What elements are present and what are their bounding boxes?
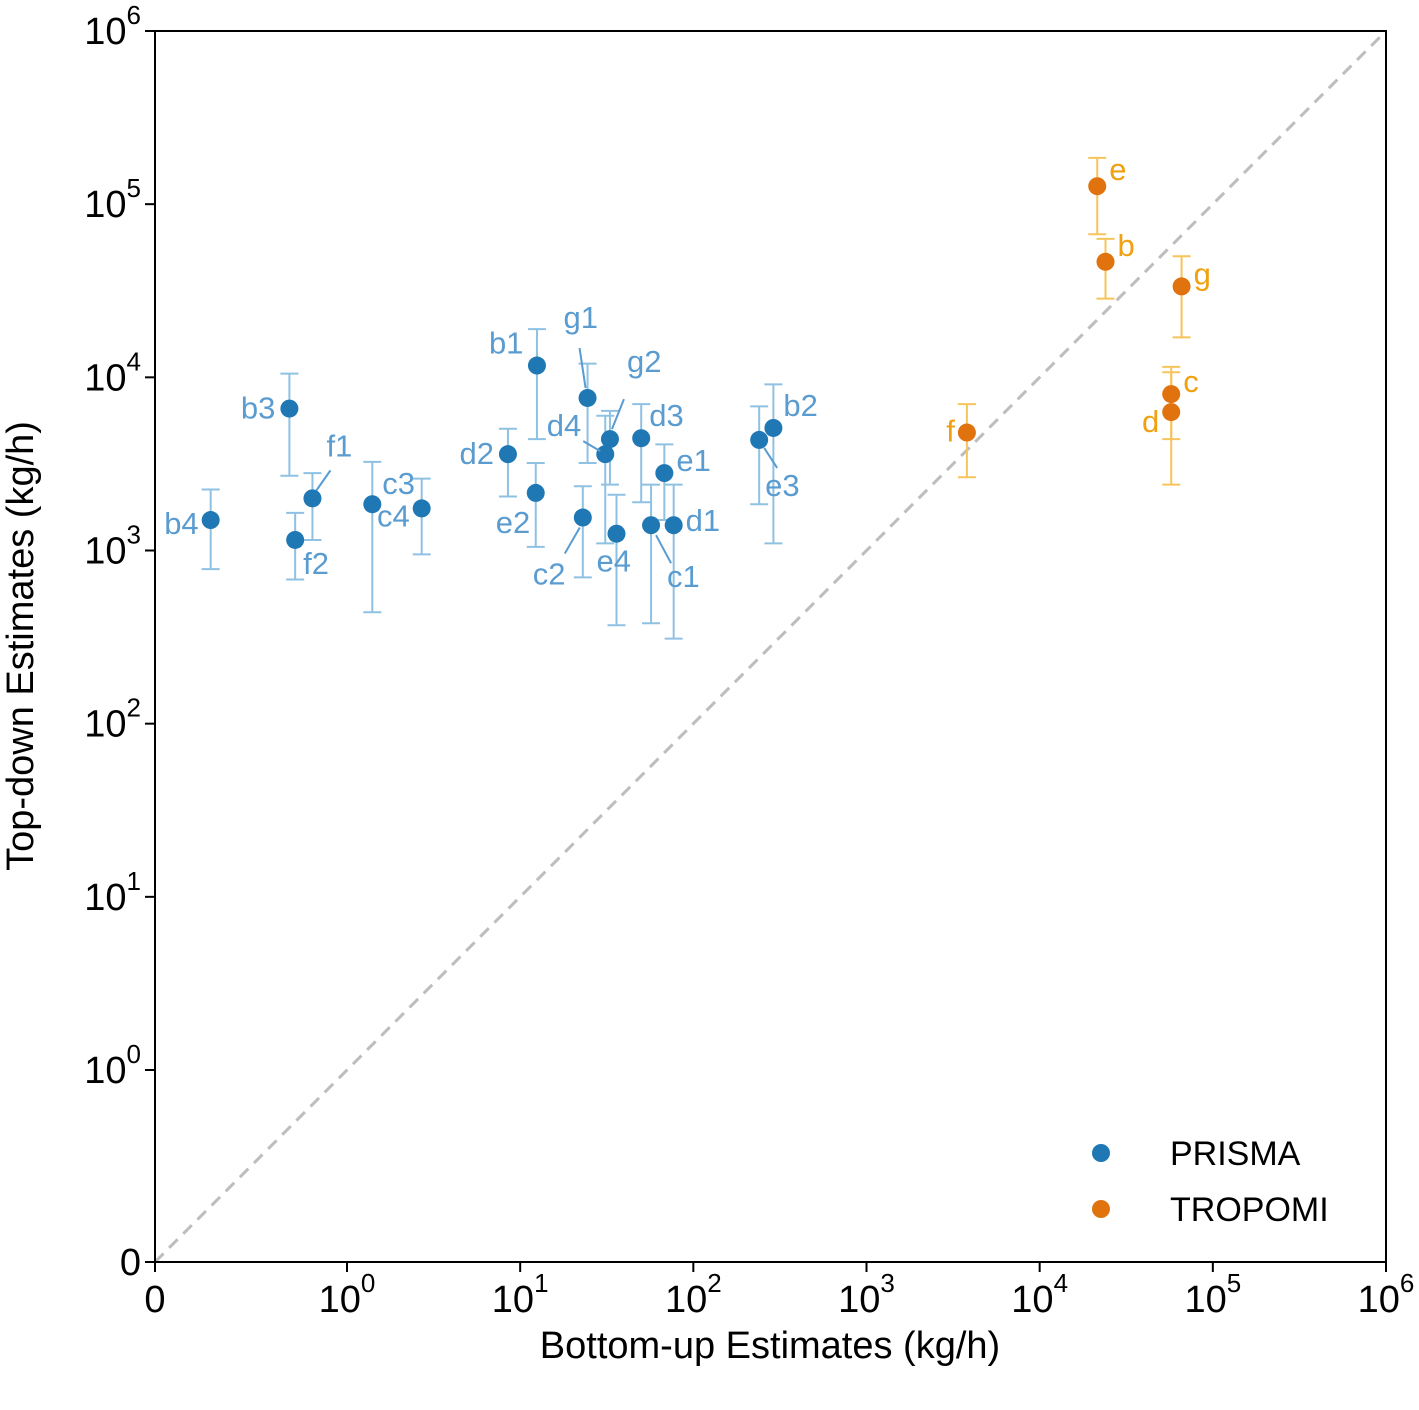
- y-tick-label: 0: [120, 1242, 141, 1284]
- legend-label-tropomi: TROPOMI: [1170, 1191, 1329, 1229]
- point-b: [1096, 252, 1115, 271]
- y-tick-label: 104: [84, 346, 141, 399]
- y-axis-ticks: 0 100 101 102 103 104 105 106: [84, 0, 155, 1284]
- point-label-e1: e1: [676, 443, 710, 478]
- point-label-f1: f1: [326, 428, 352, 463]
- point-e: [1088, 177, 1107, 196]
- point-label-g2: g2: [627, 344, 661, 379]
- point-label-c1: c1: [667, 559, 700, 594]
- point-label-e2: e2: [496, 505, 530, 540]
- x-tick-label: 104: [1011, 1268, 1068, 1321]
- point-label-e: e: [1109, 152, 1126, 187]
- y-axis-title: Top-down Estimates (kg/h): [0, 421, 42, 871]
- point-label-c3: c3: [382, 466, 415, 501]
- x-tick-label: 101: [492, 1268, 549, 1321]
- point-label-d1: d1: [686, 503, 720, 538]
- y-tick-label: 102: [84, 693, 141, 746]
- point-label-g1: g1: [564, 300, 598, 335]
- point-label-e4: e4: [596, 544, 630, 579]
- point-b3: [280, 399, 299, 418]
- point-f2: [286, 530, 305, 549]
- point-label-b: b: [1118, 228, 1135, 263]
- point-d4: [596, 445, 615, 464]
- x-tick-label: 105: [1184, 1268, 1241, 1321]
- point-label-d3: d3: [649, 398, 683, 433]
- point-label-b4: b4: [164, 506, 198, 541]
- point-label-c: c: [1183, 364, 1199, 399]
- x-tick-label: 102: [665, 1268, 722, 1321]
- point-label-f: f: [946, 414, 955, 449]
- legend-marker-prisma: [1092, 1144, 1110, 1162]
- point-c1: [642, 516, 661, 535]
- point-b4: [201, 511, 220, 530]
- point-f1: [303, 489, 322, 508]
- point-label-f2: f2: [303, 546, 329, 581]
- legend-label-prisma: PRISMA: [1170, 1135, 1301, 1173]
- y-tick-label: 101: [84, 866, 141, 919]
- point-label-c4: c4: [377, 498, 410, 533]
- point-c3: [363, 495, 382, 514]
- y-tick-label: 106: [84, 0, 141, 53]
- point-d: [1162, 403, 1181, 422]
- x-tick-label: 103: [838, 1268, 895, 1321]
- point-label-d: d: [1142, 404, 1159, 439]
- point-c4: [412, 499, 431, 518]
- point-label-d2: d2: [459, 436, 493, 471]
- point-b2: [764, 418, 783, 437]
- point-c: [1162, 385, 1181, 404]
- leader-g2: [611, 398, 625, 430]
- point-label-g: g: [1194, 256, 1211, 291]
- one-to-one-reference-line: [153, 29, 1388, 1264]
- point-e1: [655, 464, 674, 483]
- point-label-b2: b2: [783, 388, 817, 423]
- x-tick-label: 0: [144, 1279, 165, 1321]
- legend-marker-tropomi: [1092, 1200, 1110, 1218]
- point-g: [1172, 277, 1191, 296]
- y-tick-label: 103: [84, 520, 141, 573]
- leader-c2: [563, 527, 581, 555]
- point-e3: [750, 430, 769, 449]
- y-tick-label: 105: [84, 173, 141, 226]
- leader-c1: [655, 534, 672, 564]
- leader-g1: [578, 347, 587, 389]
- point-g1: [578, 388, 597, 407]
- leader-d4: [582, 440, 601, 453]
- point-g2: [600, 430, 619, 449]
- x-tick-label: 100: [319, 1268, 376, 1321]
- leader-e3: [763, 447, 779, 469]
- point-label-b1: b1: [489, 326, 523, 361]
- leader-f1: [315, 469, 332, 491]
- point-label-e3: e3: [765, 468, 799, 503]
- point-c2: [573, 508, 592, 527]
- x-axis-title: Bottom-up Estimates (kg/h): [540, 1325, 1000, 1367]
- point-d1: [664, 516, 683, 535]
- point-e4: [607, 524, 626, 543]
- point-label-b3: b3: [241, 391, 275, 426]
- series-tropomi: e b g cd f: [946, 152, 1211, 486]
- point-e2: [526, 483, 545, 502]
- plot-frame: [154, 30, 1387, 1263]
- legend: PRISMA TROPOMI: [1092, 1135, 1329, 1229]
- point-d2: [498, 445, 517, 464]
- point-label-d4: d4: [547, 408, 581, 443]
- y-tick-label: 100: [84, 1039, 141, 1092]
- point-f: [957, 423, 976, 442]
- point-label-c2: c2: [533, 557, 566, 592]
- point-d3: [632, 429, 651, 448]
- x-tick-label: 106: [1358, 1268, 1415, 1321]
- point-b1: [527, 356, 546, 375]
- x-axis-ticks: 0 100 101 102 103 104 105 106: [144, 1262, 1414, 1321]
